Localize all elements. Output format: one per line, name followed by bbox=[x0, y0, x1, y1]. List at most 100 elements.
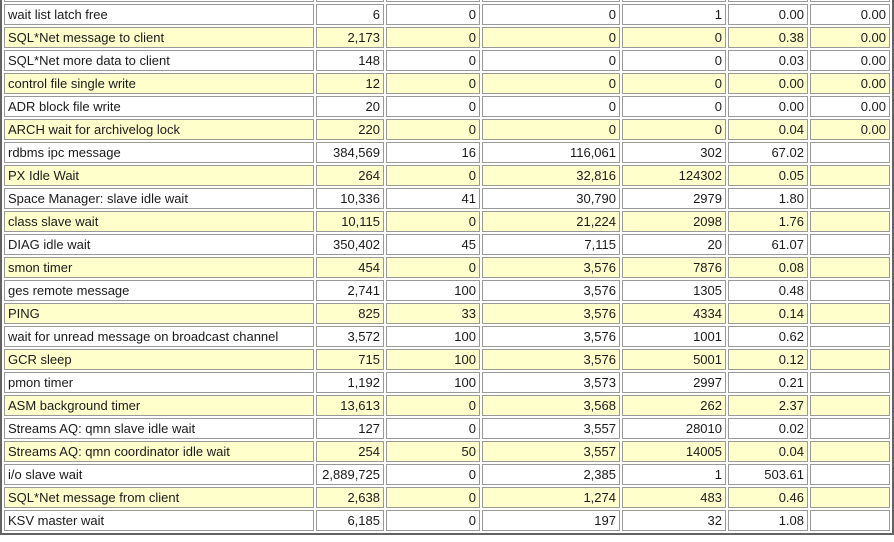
value-cell: 0.46 bbox=[728, 487, 808, 508]
value-cell: 0.21 bbox=[728, 372, 808, 393]
table-row: SQL*Net more data to client 148 0 0 0 0.03 0.0… bbox=[4, 50, 890, 71]
value-cell: 0.00 bbox=[728, 73, 808, 94]
value-cell: 5001 bbox=[622, 349, 726, 370]
value-cell: 2,741 bbox=[316, 280, 384, 301]
value-cell: 124302 bbox=[622, 165, 726, 186]
value-cell: 1,192 bbox=[316, 372, 384, 393]
event-name-cell: Space Manager: slave idle wait bbox=[4, 188, 314, 209]
value-cell: 483 bbox=[622, 487, 726, 508]
value-cell: 0.48 bbox=[728, 280, 808, 301]
value-cell: 6,185 bbox=[316, 510, 384, 531]
value-cell: 100 bbox=[386, 372, 480, 393]
value-cell: 0.03 bbox=[728, 50, 808, 71]
value-cell bbox=[728, 0, 808, 2]
event-name-cell: wait list latch free bbox=[4, 4, 314, 25]
value-cell: 0.04 bbox=[728, 119, 808, 140]
event-name-cell bbox=[4, 0, 314, 2]
value-cell: 1305 bbox=[622, 280, 726, 301]
value-cell: 4334 bbox=[622, 303, 726, 324]
table-row: control file single write 12 0 0 0 0.00 0.00 bbox=[4, 73, 890, 94]
value-cell: 41 bbox=[386, 188, 480, 209]
value-cell: 21,224 bbox=[482, 211, 620, 232]
value-cell: 20 bbox=[622, 234, 726, 255]
value-cell: 0 bbox=[386, 119, 480, 140]
value-cell: 0.00 bbox=[810, 4, 890, 25]
value-cell: 0 bbox=[386, 73, 480, 94]
value-cell: 45 bbox=[386, 234, 480, 255]
value-cell: 3,576 bbox=[482, 303, 620, 324]
value-cell: 1001 bbox=[622, 326, 726, 347]
value-cell: 0.62 bbox=[728, 326, 808, 347]
table-row: PX Idle Wait 264 0 32,816 124302 0.05 bbox=[4, 165, 890, 186]
value-cell bbox=[810, 349, 890, 370]
value-cell: 116,061 bbox=[482, 142, 620, 163]
table-row: DIAG idle wait 350,402 45 7,115 20 61.07 bbox=[4, 234, 890, 255]
event-name-cell: KSV master wait bbox=[4, 510, 314, 531]
value-cell: 0.00 bbox=[810, 119, 890, 140]
wait-events-table-body: wait list latch free 6 0 0 1 0.00 0.00 SQL*Net … bbox=[4, 0, 890, 531]
value-cell: 6 bbox=[316, 4, 384, 25]
value-cell: 454 bbox=[316, 257, 384, 278]
value-cell: 0.04 bbox=[728, 441, 808, 462]
table-row: wait for unread message on broadcast cha… bbox=[4, 326, 890, 347]
value-cell bbox=[810, 211, 890, 232]
value-cell: 7,115 bbox=[482, 234, 620, 255]
value-cell: 50 bbox=[386, 441, 480, 462]
value-cell: 67.02 bbox=[728, 142, 808, 163]
value-cell: 0.00 bbox=[728, 4, 808, 25]
value-cell: 0 bbox=[386, 4, 480, 25]
value-cell: 2997 bbox=[622, 372, 726, 393]
value-cell bbox=[810, 280, 890, 301]
table-row: smon timer 454 0 3,576 7876 0.08 bbox=[4, 257, 890, 278]
value-cell bbox=[810, 395, 890, 416]
value-cell: 0 bbox=[386, 211, 480, 232]
event-name-cell: Streams AQ: qmn coordinator idle wait bbox=[4, 441, 314, 462]
value-cell: 0.08 bbox=[728, 257, 808, 278]
event-name-cell: i/o slave wait bbox=[4, 464, 314, 485]
value-cell: 3,573 bbox=[482, 372, 620, 393]
value-cell: 0.00 bbox=[810, 96, 890, 117]
value-cell: 0.00 bbox=[810, 73, 890, 94]
value-cell bbox=[810, 142, 890, 163]
value-cell: 0.02 bbox=[728, 418, 808, 439]
value-cell: 28010 bbox=[622, 418, 726, 439]
event-name-cell: GCR sleep bbox=[4, 349, 314, 370]
event-name-cell: pmon timer bbox=[4, 372, 314, 393]
value-cell bbox=[810, 510, 890, 531]
value-cell bbox=[810, 303, 890, 324]
value-cell: 197 bbox=[482, 510, 620, 531]
value-cell: 61.07 bbox=[728, 234, 808, 255]
event-name-cell: class slave wait bbox=[4, 211, 314, 232]
table-row: Space Manager: slave idle wait 10,336 41 30… bbox=[4, 188, 890, 209]
value-cell: 1,274 bbox=[482, 487, 620, 508]
value-cell: 0.00 bbox=[810, 50, 890, 71]
value-cell: 0.38 bbox=[728, 27, 808, 48]
value-cell: 384,569 bbox=[316, 142, 384, 163]
value-cell: 2098 bbox=[622, 211, 726, 232]
event-name-cell: SQL*Net more data to client bbox=[4, 50, 314, 71]
value-cell: 2.37 bbox=[728, 395, 808, 416]
value-cell: 13,613 bbox=[316, 395, 384, 416]
value-cell: 33 bbox=[386, 303, 480, 324]
value-cell: 2,385 bbox=[482, 464, 620, 485]
value-cell bbox=[316, 0, 384, 2]
event-name-cell: SQL*Net message from client bbox=[4, 487, 314, 508]
cutoff-partial-row bbox=[4, 0, 890, 2]
value-cell: 3,576 bbox=[482, 257, 620, 278]
value-cell: 7876 bbox=[622, 257, 726, 278]
value-cell bbox=[482, 0, 620, 2]
value-cell bbox=[622, 0, 726, 2]
value-cell: 32 bbox=[622, 510, 726, 531]
table-row: SQL*Net message to client 2,173 0 0 0 0.38 0.0… bbox=[4, 27, 890, 48]
table-row: pmon timer 1,192 100 3,573 2997 0.21 bbox=[4, 372, 890, 393]
value-cell: 3,576 bbox=[482, 349, 620, 370]
value-cell: 503.61 bbox=[728, 464, 808, 485]
value-cell: 825 bbox=[316, 303, 384, 324]
value-cell bbox=[810, 165, 890, 186]
value-cell: 0 bbox=[482, 4, 620, 25]
event-name-cell: DIAG idle wait bbox=[4, 234, 314, 255]
value-cell bbox=[810, 326, 890, 347]
value-cell: 3,576 bbox=[482, 280, 620, 301]
value-cell: 16 bbox=[386, 142, 480, 163]
value-cell bbox=[810, 234, 890, 255]
